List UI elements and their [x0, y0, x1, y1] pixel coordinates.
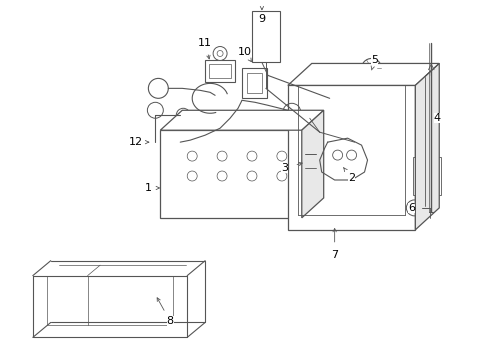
Text: 1: 1 — [144, 183, 152, 193]
Circle shape — [217, 171, 226, 181]
Circle shape — [246, 171, 256, 181]
Circle shape — [276, 151, 286, 161]
Bar — [209, 64, 230, 78]
Bar — [205, 60, 235, 82]
Text: 12: 12 — [128, 137, 142, 147]
Circle shape — [208, 115, 215, 122]
Circle shape — [217, 151, 226, 161]
Text: 3: 3 — [281, 163, 288, 173]
Bar — [287, 85, 414, 230]
Circle shape — [184, 115, 191, 122]
Bar — [242, 68, 266, 98]
Circle shape — [187, 151, 197, 161]
Circle shape — [187, 171, 197, 181]
Bar — [246, 73, 262, 93]
Text: 11: 11 — [198, 37, 212, 48]
Text: 10: 10 — [238, 48, 251, 58]
Text: 8: 8 — [166, 316, 174, 327]
Text: 2: 2 — [347, 173, 354, 183]
Circle shape — [205, 111, 219, 125]
Text: 7: 7 — [330, 250, 338, 260]
Bar — [412, 157, 440, 195]
Circle shape — [181, 111, 195, 125]
Bar — [160, 130, 301, 218]
Polygon shape — [301, 110, 323, 218]
Bar — [307, 154, 312, 168]
Polygon shape — [287, 63, 438, 85]
Circle shape — [276, 171, 286, 181]
Circle shape — [253, 116, 262, 125]
Circle shape — [230, 116, 239, 125]
Polygon shape — [414, 63, 438, 230]
Text: 9: 9 — [258, 14, 265, 24]
Circle shape — [213, 46, 226, 60]
Text: 6: 6 — [407, 203, 414, 213]
Circle shape — [207, 116, 216, 125]
Bar — [251, 11, 279, 62]
Circle shape — [185, 116, 194, 125]
Text: 5: 5 — [370, 55, 377, 66]
Polygon shape — [160, 110, 323, 130]
Text: 4: 4 — [433, 113, 440, 123]
Circle shape — [246, 151, 256, 161]
Circle shape — [275, 116, 284, 125]
